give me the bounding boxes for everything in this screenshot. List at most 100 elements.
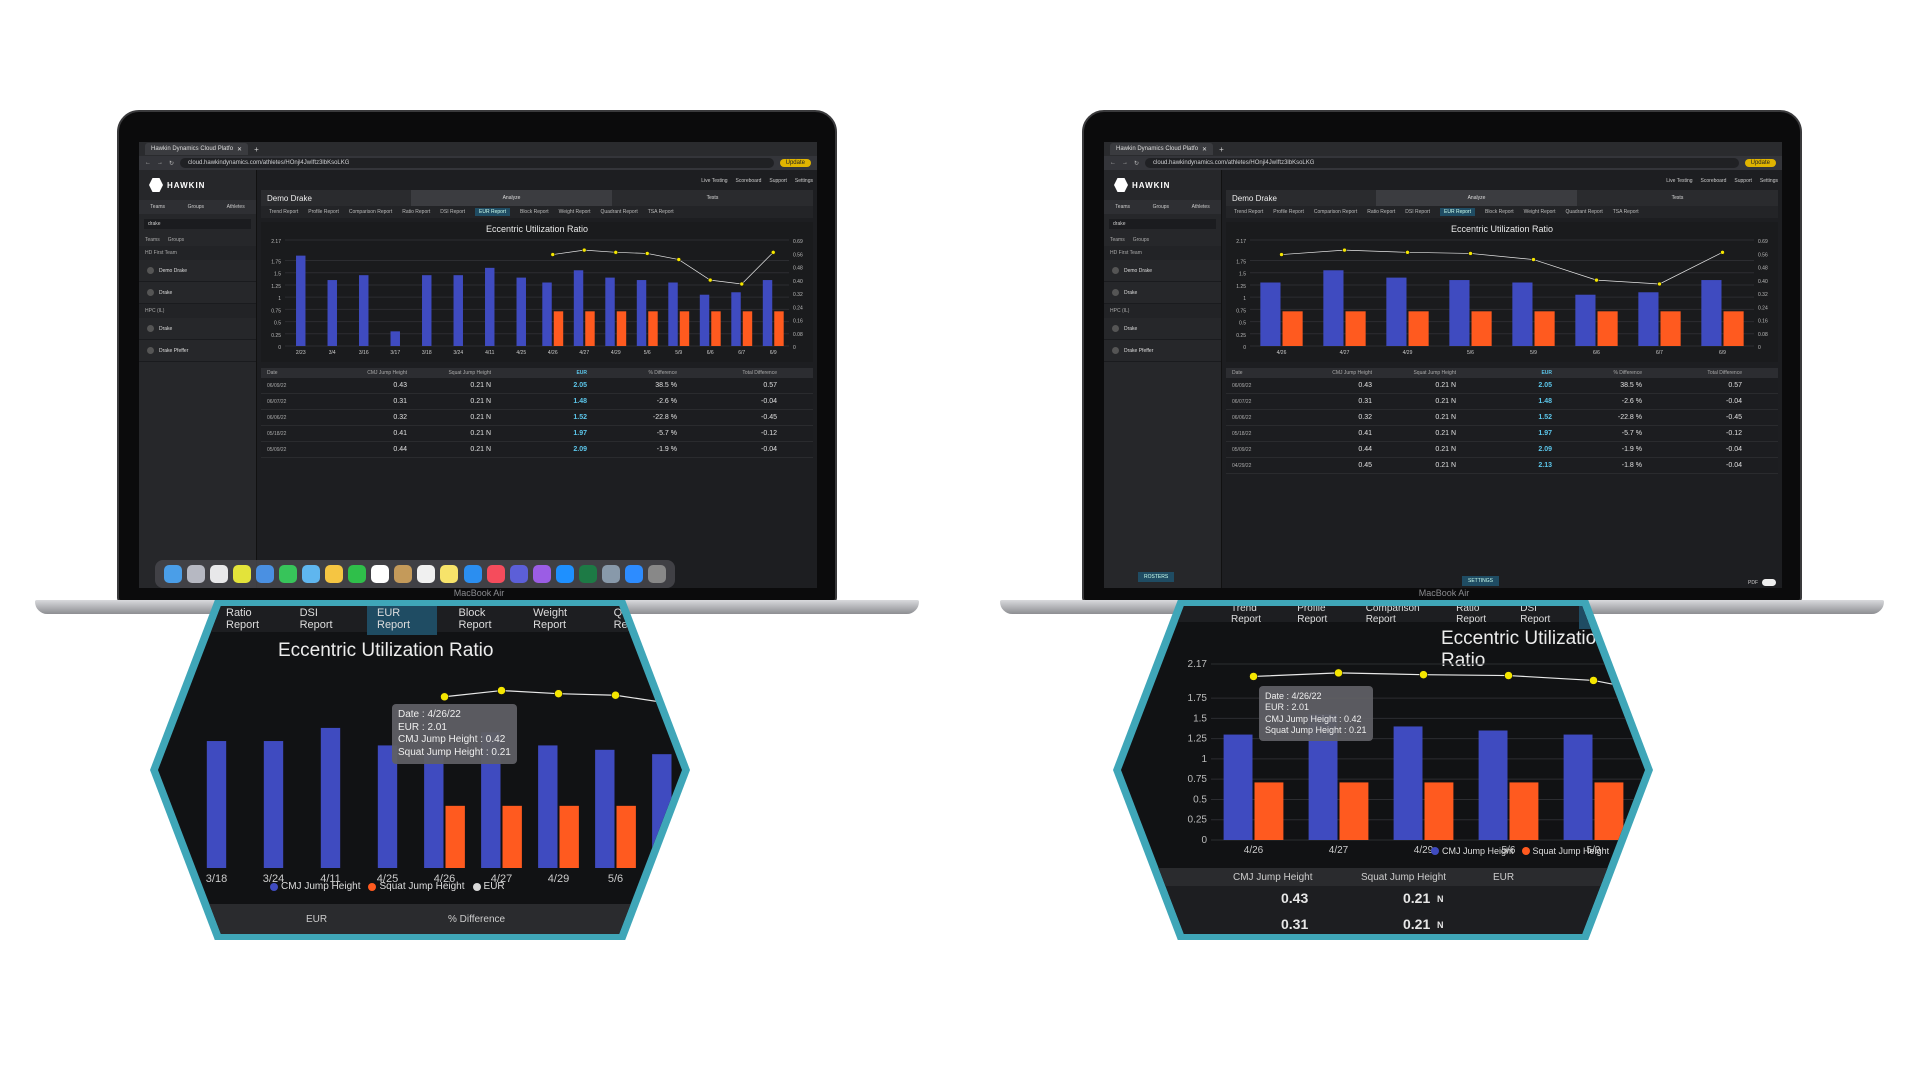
- athlete-search-input[interactable]: drake: [144, 219, 251, 229]
- report-tab[interactable]: Trend Report: [269, 209, 299, 215]
- report-tab[interactable]: DSI Report: [1520, 606, 1551, 625]
- safari-icon[interactable]: [209, 565, 228, 583]
- report-tab[interactable]: Comparison Report: [1365, 606, 1420, 625]
- report-tab[interactable]: DSI Report: [299, 607, 333, 631]
- legend-item[interactable]: CMJ Jump Height: [270, 881, 360, 892]
- table-row[interactable]: 06/06/22 0.32 0.21 N 1.52 -22.8 % -0.45: [1226, 410, 1778, 426]
- finder-icon[interactable]: [163, 565, 182, 583]
- nav-support[interactable]: Support: [1734, 178, 1752, 184]
- nav-settings[interactable]: Settings: [794, 178, 813, 184]
- report-tab[interactable]: Weight Report: [533, 607, 568, 631]
- facetime-icon[interactable]: [348, 565, 367, 583]
- legend-item[interactable]: Squat Jump Height: [1521, 846, 1609, 856]
- sidebar-tab-teams[interactable]: Teams: [150, 204, 166, 210]
- report-tab[interactable]: Block Report: [458, 607, 492, 631]
- new-tab-icon[interactable]: +: [254, 144, 259, 154]
- sidebar-item-athlete[interactable]: Drake: [1104, 318, 1221, 340]
- launchpad-icon[interactable]: [186, 565, 205, 583]
- report-tab[interactable]: Quadrant Report: [1565, 209, 1603, 215]
- report-tab[interactable]: Comparison Report: [348, 209, 393, 215]
- reload-icon[interactable]: ↻: [1134, 160, 1140, 167]
- report-tab[interactable]: Profile Report: [1297, 606, 1328, 625]
- table-row[interactable]: 06/06/22 0.32 0.21 N 1.52 -22.8 % -0.45: [261, 410, 813, 426]
- report-tab[interactable]: Weight Report: [558, 209, 591, 215]
- table-row[interactable]: 05/18/22 0.41 0.21 N 1.97 -5.7 % -0.12: [261, 426, 813, 442]
- legend-item[interactable]: EUR: [472, 881, 505, 892]
- report-tab-active[interactable]: EUR Report: [1440, 208, 1475, 216]
- sidebar-tab-teams[interactable]: Teams: [1115, 204, 1131, 210]
- report-tab[interactable]: Block Report: [1484, 209, 1514, 215]
- report-tab[interactable]: Profile Report: [308, 209, 339, 215]
- report-tab[interactable]: Ratio Report: [226, 607, 260, 631]
- music-icon[interactable]: [486, 565, 505, 583]
- sidebar-tab-groups[interactable]: Groups: [187, 204, 205, 210]
- nav-live-testing[interactable]: Live Testing: [1666, 178, 1693, 184]
- report-tab[interactable]: TSA Report: [1612, 209, 1639, 215]
- update-button[interactable]: Update: [1744, 159, 1776, 167]
- zoom-icon[interactable]: [625, 565, 644, 583]
- tab-tests[interactable]: Tests: [1671, 195, 1684, 201]
- report-tab[interactable]: DSI Report: [1405, 209, 1431, 215]
- tab-analyze[interactable]: Analyze: [1376, 190, 1577, 206]
- back-icon[interactable]: ←: [1110, 160, 1116, 166]
- table-row[interactable]: 06/07/22 0.31 0.21 N 1.48 -2.6 % -0.04: [261, 394, 813, 410]
- report-tab[interactable]: Quadrant Report: [600, 209, 638, 215]
- teams-icon[interactable]: [509, 565, 528, 583]
- report-tab[interactable]: Trend Report: [1234, 209, 1264, 215]
- report-tab[interactable]: Block Report: [519, 209, 549, 215]
- table-row[interactable]: 05/18/22 0.41 0.21 N 1.97 -5.7 % -0.12: [1226, 426, 1778, 442]
- app-icon[interactable]: [463, 565, 482, 583]
- report-tab-active[interactable]: EUR Report: [367, 606, 437, 635]
- chrome-icon[interactable]: [232, 565, 251, 583]
- back-icon[interactable]: ←: [145, 160, 151, 166]
- table-row[interactable]: 06/09/22 0.43 0.21 N 2.05 38.5 % 0.57: [1226, 378, 1778, 394]
- photos-icon[interactable]: [325, 565, 344, 583]
- table-row[interactable]: 0.31 0.21 N: [1121, 912, 1645, 934]
- table-row[interactable]: 0.43 0.21 N: [1121, 886, 1645, 912]
- table-row[interactable]: 06/07/22 0.31 0.21 N 1.48 -2.6 % -0.04: [1226, 394, 1778, 410]
- podcasts-icon[interactable]: [532, 565, 551, 583]
- report-tab[interactable]: Weight Report: [1523, 209, 1556, 215]
- report-tab[interactable]: Ratio Report: [1456, 606, 1487, 625]
- nav-scoreboard[interactable]: Scoreboard: [1700, 178, 1727, 184]
- nav-live-testing[interactable]: Live Testing: [701, 178, 728, 184]
- contacts-icon[interactable]: [394, 565, 413, 583]
- reminders-icon[interactable]: [417, 565, 436, 583]
- new-tab-icon[interactable]: +: [1219, 144, 1224, 154]
- report-tab-active[interactable]: EUR Report: [475, 208, 510, 216]
- trash-icon[interactable]: [648, 565, 667, 583]
- table-row[interactable]: 04/29/22 0.45 0.21 N 2.13 -1.8 % -0.04: [1226, 458, 1778, 474]
- excel-icon[interactable]: [578, 565, 597, 583]
- pdf-toggle[interactable]: [1762, 579, 1776, 586]
- sidebar-item-athlete[interactable]: Drake: [1104, 282, 1221, 304]
- url-field[interactable]: cloud.hawkindynamics.com/athletes/HOnjl4…: [180, 158, 774, 168]
- report-tab[interactable]: Trend Report: [1231, 606, 1262, 625]
- table-row[interactable]: 06/09/22 0.43 0.21 N 2.05 38.5 % 0.57: [261, 378, 813, 394]
- tab-analyze[interactable]: Analyze: [411, 190, 612, 206]
- sidebar-tab-groups[interactable]: Groups: [1152, 204, 1170, 210]
- legend-item[interactable]: CMJ Jump Height: [1431, 846, 1514, 856]
- update-button[interactable]: Update: [779, 159, 811, 167]
- legend-item[interactable]: Squat Jump Height: [368, 881, 465, 892]
- maps-icon[interactable]: [302, 565, 320, 583]
- sidebar-item-athlete[interactable]: Demo Drake: [1104, 260, 1221, 282]
- sidebar-tab-athletes[interactable]: Athletes: [226, 204, 245, 210]
- sidebar-item-athlete[interactable]: Drake Pfeffer: [139, 340, 256, 362]
- forward-icon[interactable]: →: [1122, 160, 1128, 166]
- nav-support[interactable]: Support: [769, 178, 787, 184]
- report-tab[interactable]: Ratio Report: [1367, 209, 1396, 215]
- tab-tests[interactable]: Tests: [706, 195, 719, 201]
- sidebar-item-athlete[interactable]: Demo Drake: [139, 260, 256, 282]
- notes-icon[interactable]: [440, 565, 459, 583]
- browser-tab[interactable]: Hawkin Dynamics Cloud Platfo ✕: [1110, 143, 1214, 155]
- filter-groups[interactable]: Groups: [1132, 237, 1150, 243]
- report-tab[interactable]: Comparison Report: [1313, 209, 1358, 215]
- sidebar-item-athlete[interactable]: Drake Pfeffer: [1104, 340, 1221, 362]
- athlete-search-input[interactable]: drake: [1109, 219, 1216, 229]
- app-store-icon[interactable]: [555, 565, 574, 583]
- filter-groups[interactable]: Groups: [167, 237, 185, 243]
- close-icon[interactable]: ✕: [237, 146, 243, 153]
- forward-icon[interactable]: →: [157, 160, 163, 166]
- filter-teams[interactable]: Teams: [1110, 237, 1125, 243]
- table-row[interactable]: 05/09/22 0.44 0.21 N 2.09 -1.9 % -0.04: [1226, 442, 1778, 458]
